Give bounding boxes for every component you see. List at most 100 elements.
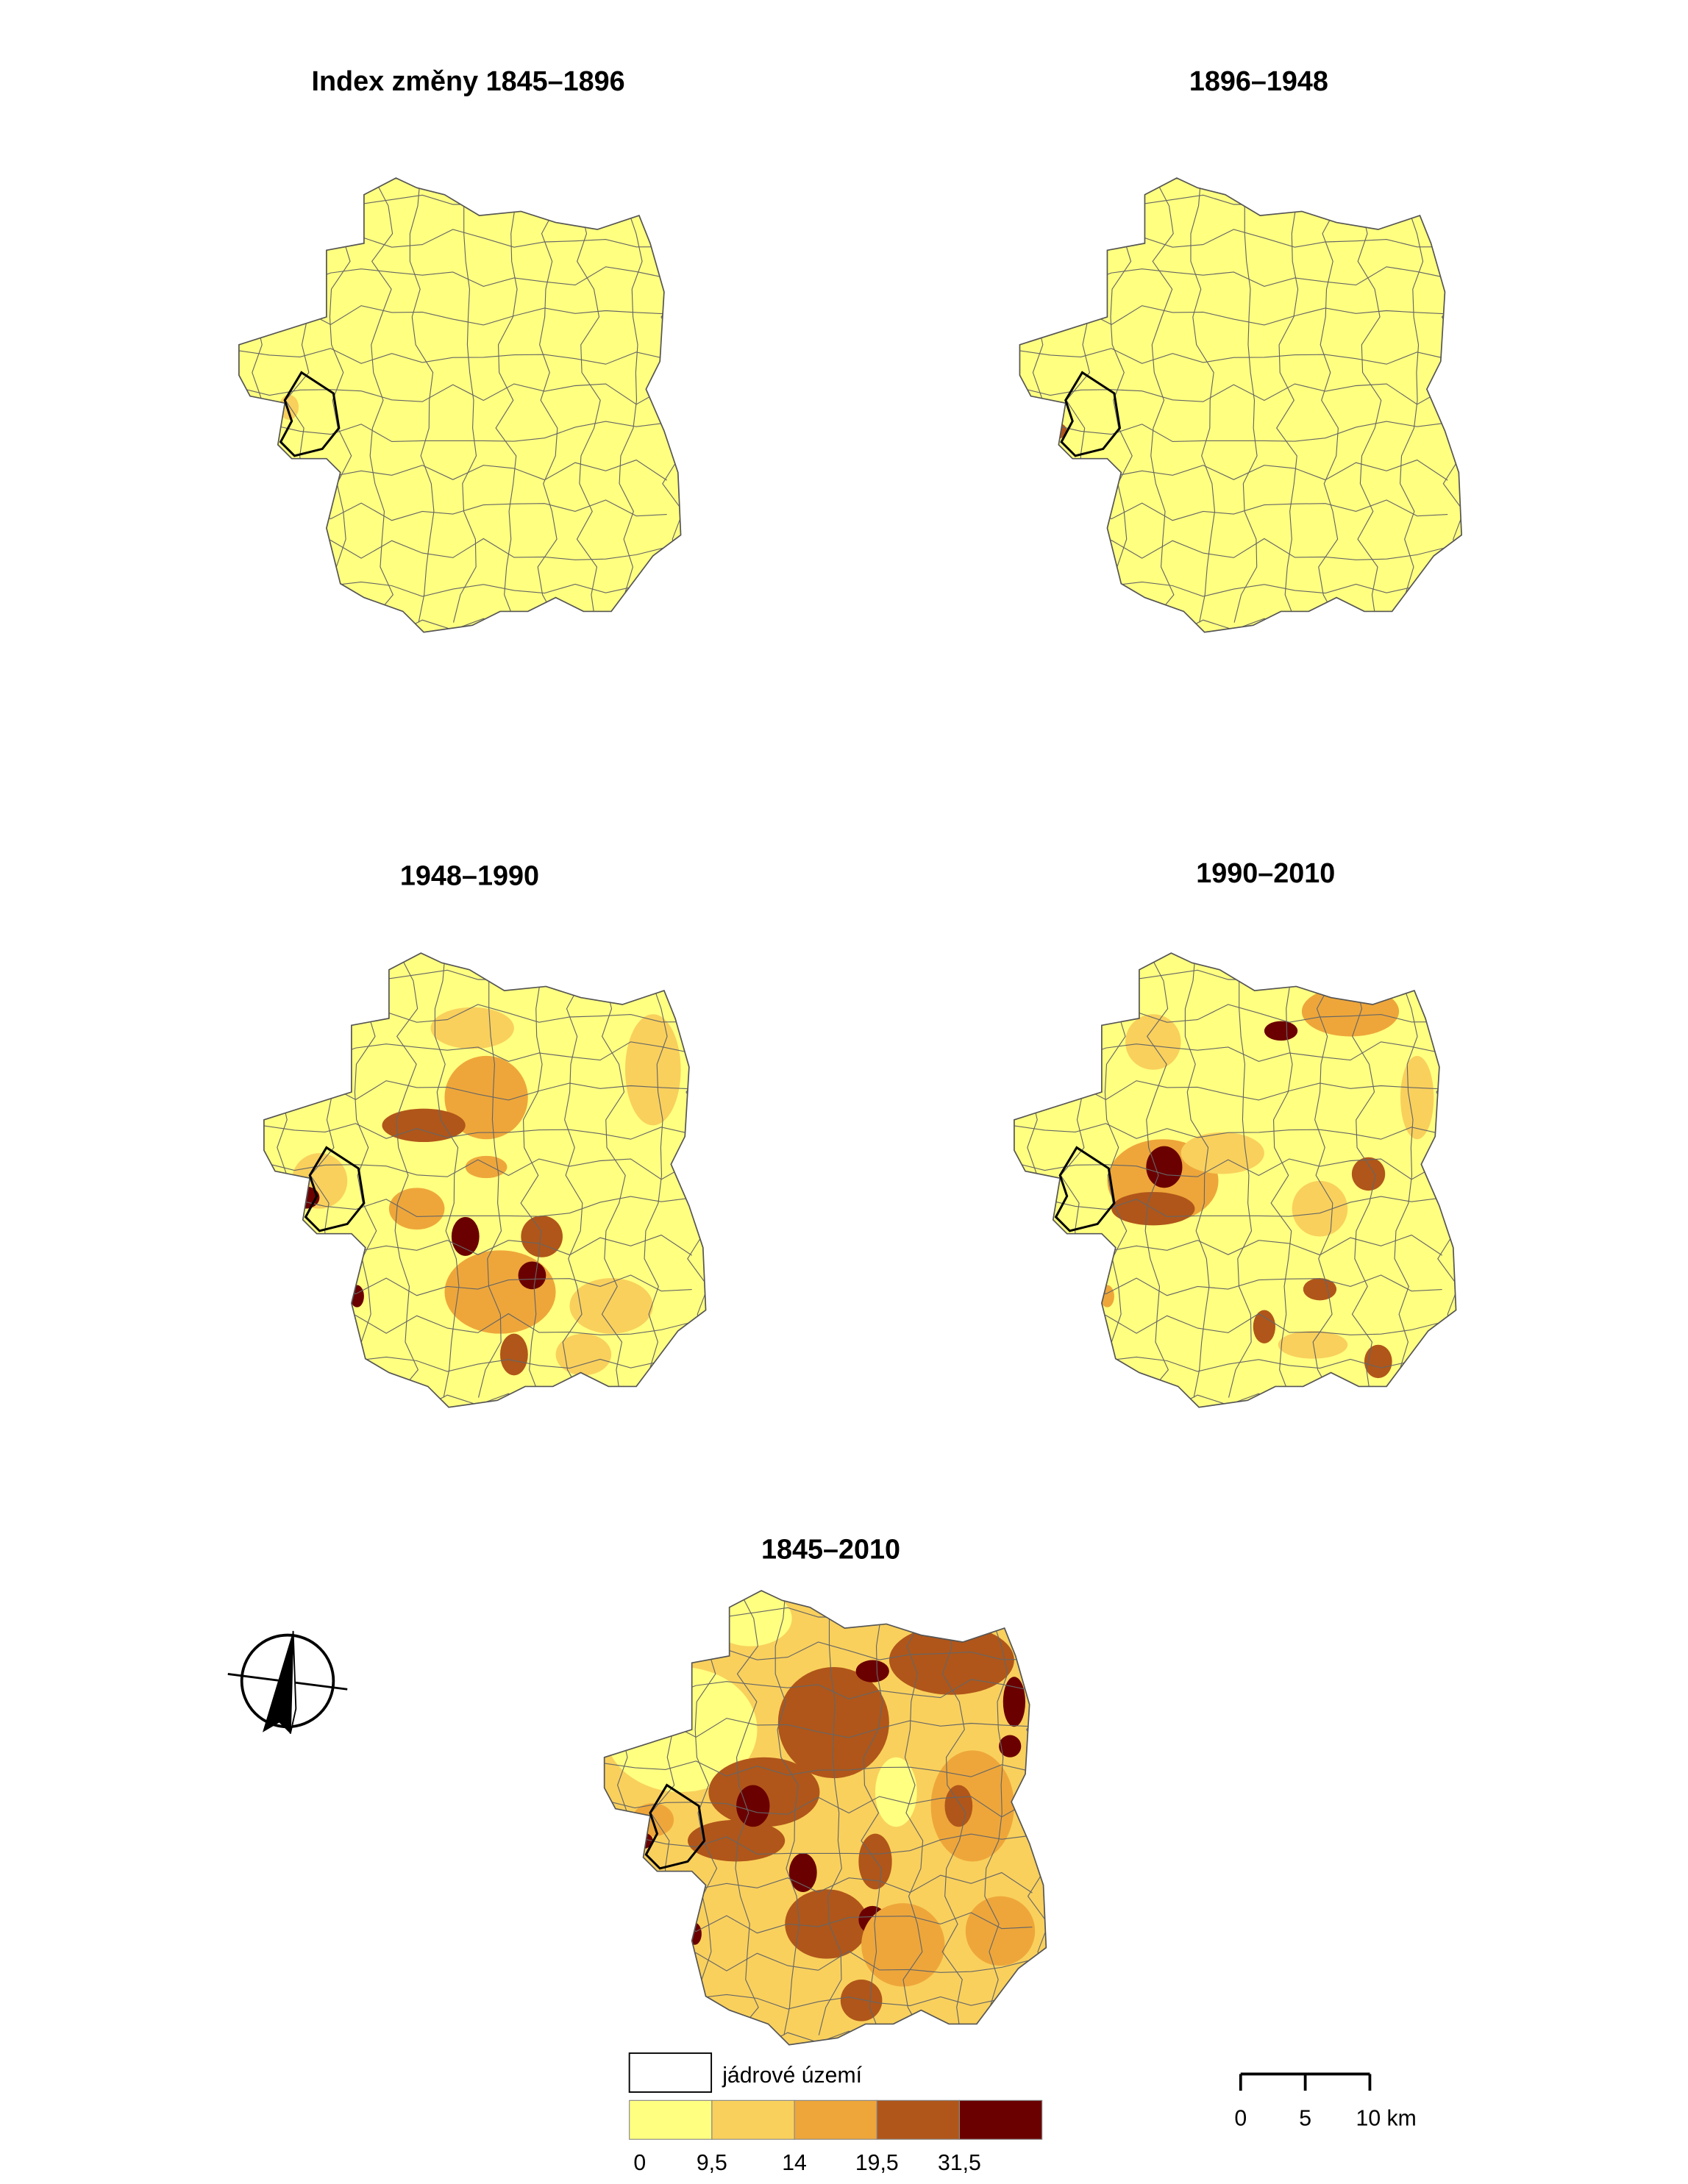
map-title: 1845–2010 [761,1535,900,1566]
district-patch [736,1785,770,1827]
district-patch [382,1108,466,1142]
district-border [1024,178,1044,623]
district-border [394,953,419,1398]
district-border [644,953,668,1398]
map-title: Index změny 1845–1896 [311,66,624,97]
district-patch [444,1055,528,1140]
region-outline [1019,177,1462,633]
district-border [1190,178,1216,623]
core-territory [279,371,341,457]
district-patch [465,1155,508,1179]
legend-swatch [711,2099,795,2140]
district-border [1019,348,1448,365]
district-border [1276,178,1299,623]
core-label: jádrové území [722,2063,862,2088]
district-patch [1364,1344,1392,1379]
district-patch [855,1660,889,1682]
legend-break-label: 19,5 [855,2151,899,2175]
map-title: 1896–1948 [1189,66,1328,97]
legend-break-label: 0 [633,2151,646,2175]
district-border [369,178,394,623]
district-patch [788,1853,817,1892]
legend-swatch [876,2099,961,2140]
district-border [1351,953,1376,1398]
district-patch [291,1153,348,1209]
district-patch [1278,1330,1348,1359]
district-border [861,1591,883,2035]
district-border [434,953,460,1398]
district-patch [875,1757,917,1827]
district-border [1184,953,1210,1398]
district-border [818,1591,842,2035]
scale-label: 0 [1234,2106,1247,2130]
district-patch [1400,1055,1434,1140]
region-outline [1014,952,1457,1408]
core-territory [644,1783,706,1870]
map [603,1590,1047,2046]
district-patch [1351,1157,1386,1191]
district-border [691,1591,718,2035]
region-outline [238,177,682,633]
district-border [238,383,667,405]
district-border [774,1591,800,2035]
core-territory [304,1146,366,1232]
scale-bar: 0 5 10 km [1234,2072,1417,2130]
district-border [1233,178,1258,623]
district-border [1356,178,1382,623]
district-border [1101,953,1128,1398]
scale-label: 5 [1299,2106,1311,2130]
district-patch [430,1007,514,1049]
district-border [1394,953,1418,1398]
region-outline [603,1590,1047,2046]
region-fill [238,178,681,632]
district-border [601,953,626,1398]
district-border [735,1591,759,2035]
district-border [1436,953,1456,1398]
district-border [1228,953,1253,1398]
district-border [604,1760,1033,1777]
district-border [1144,953,1169,1398]
compass-needle-light [289,1630,297,1734]
district-patch [861,1903,945,1987]
district-patch [1264,1021,1298,1041]
district-border [1150,178,1175,623]
district-border [1014,1123,1442,1140]
district-border [619,178,643,623]
legend-break-label: 31,5 [938,2151,981,2175]
district-border [1018,953,1038,1398]
district-border [1019,383,1448,405]
core-swatch [628,2052,713,2093]
legend: jádrové území 0 9,5 14 19,5 31,5 [628,2052,1043,2175]
district-border [263,1123,692,1140]
maps: Index změny 1845–1896 1896–1948 1948–1990 1… [238,66,1462,2046]
region-outline [263,952,707,1408]
district-border [604,1796,1033,1818]
compass-needle [263,1630,293,1734]
district-patch [1253,1310,1275,1343]
legend-swatch [958,2099,1043,2140]
legend-break-label: 9,5 [697,2151,727,2175]
district-border [902,1591,924,2035]
district-patch [688,1922,702,1945]
district-border [1107,178,1133,623]
district-border [520,953,543,1398]
district-border [238,348,667,365]
district-border [409,178,435,623]
district-border [351,953,377,1398]
district-border [562,953,584,1398]
district-border [537,178,559,623]
district-patch [858,1833,892,1890]
district-border [243,178,263,623]
district-border [576,178,601,623]
map-title: 1948–1990 [400,861,539,892]
district-patch [965,1896,1036,1966]
district-patch [1301,986,1400,1037]
district-border [1441,178,1462,623]
district-border [1014,1158,1442,1180]
district-patch [518,1261,546,1290]
district-patch [688,1819,786,1862]
region-fill [1019,178,1462,632]
district-border [263,1158,692,1180]
